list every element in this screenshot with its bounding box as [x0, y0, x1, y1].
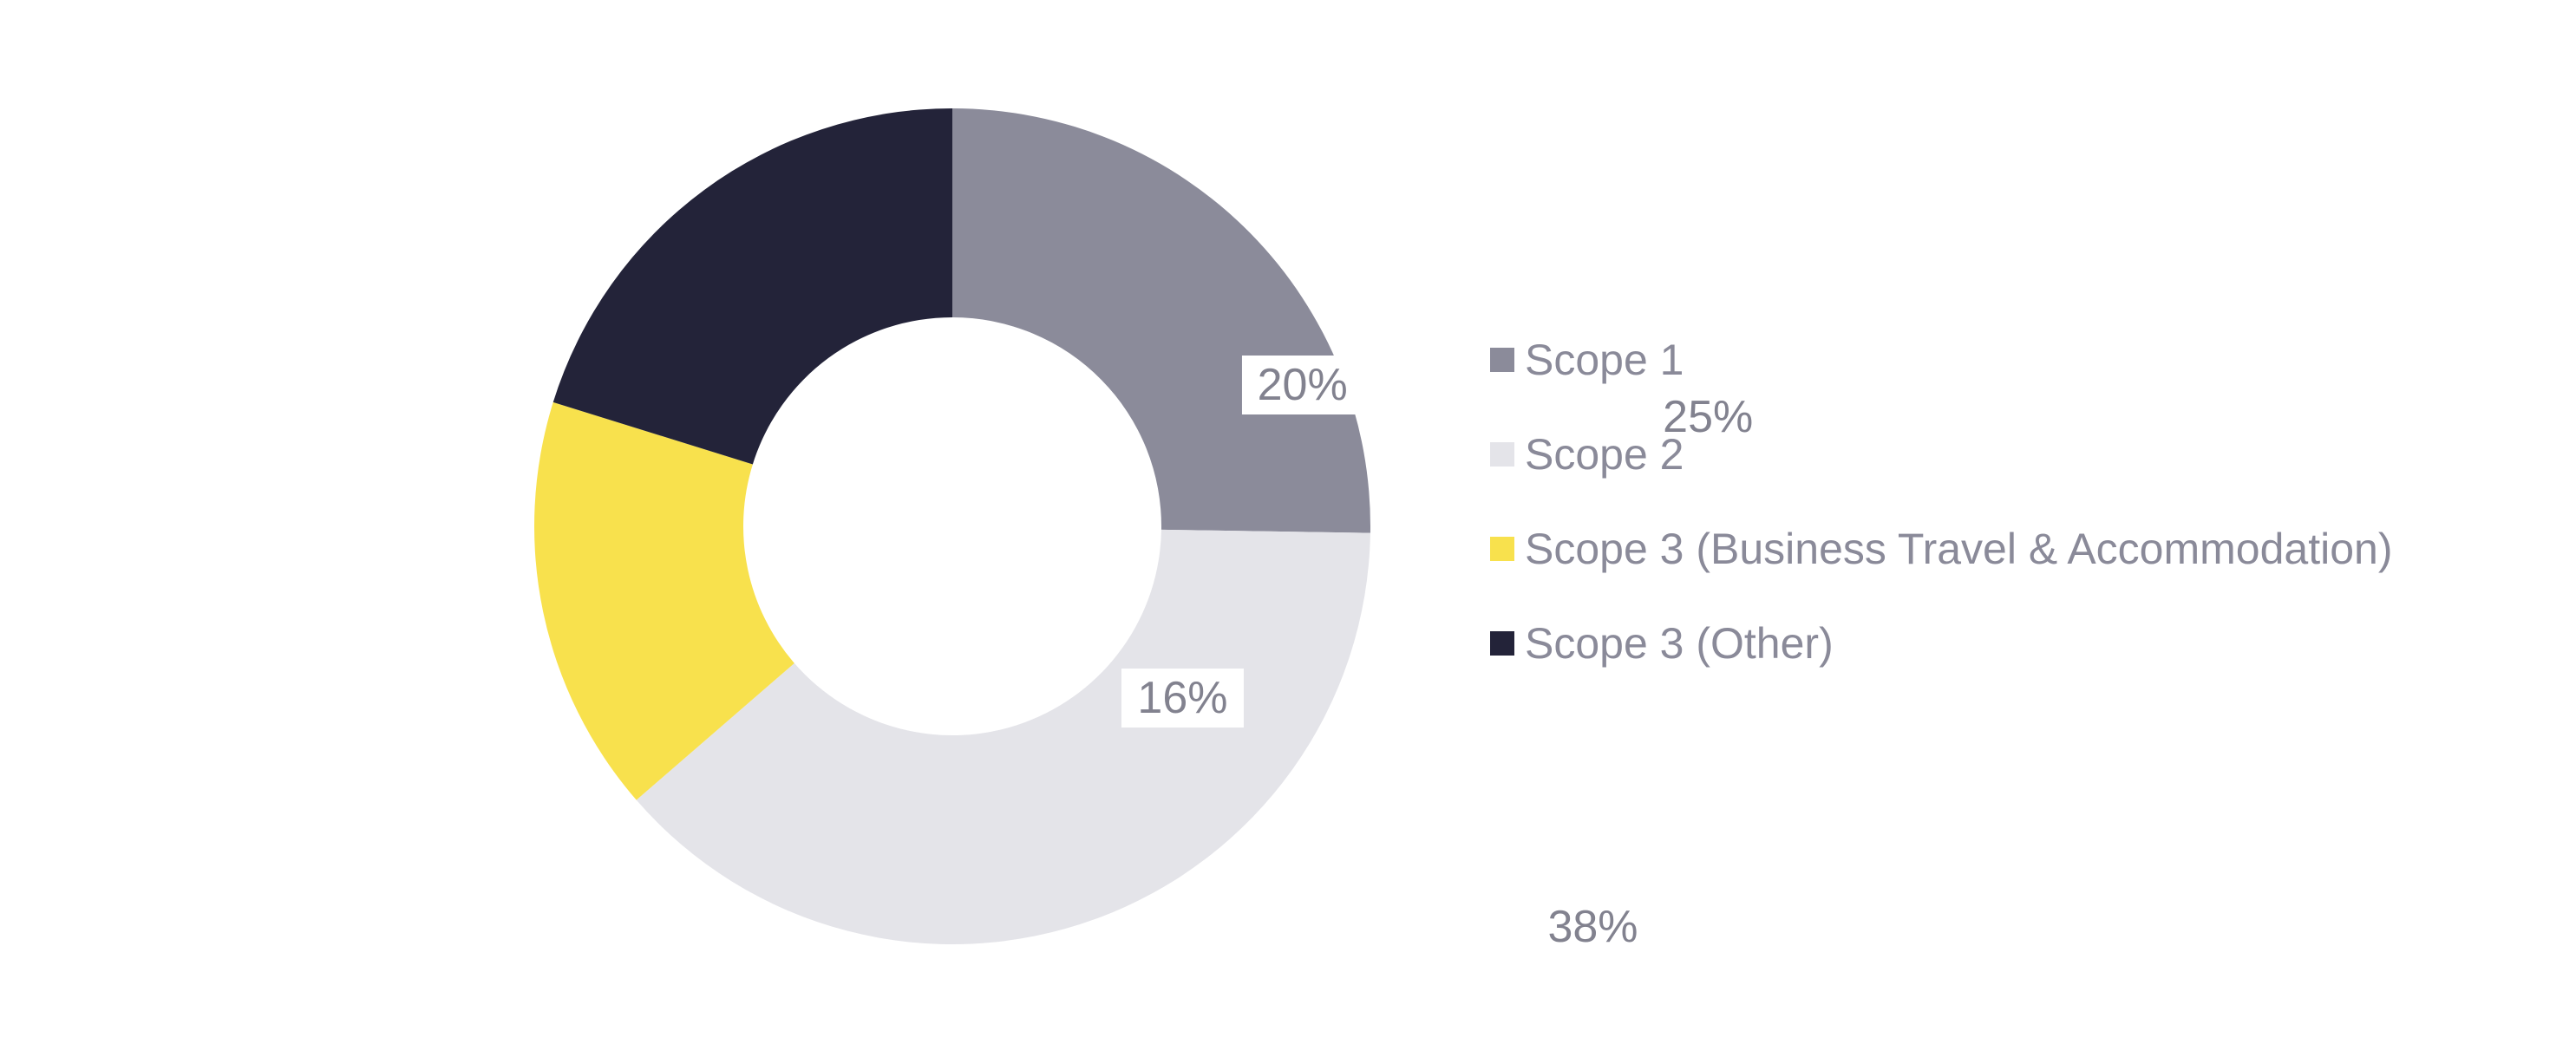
legend-item-label: Scope 1: [1525, 336, 1684, 384]
chart-legend: Scope 1 Scope 2 Scope 3 (Business Travel &…: [1490, 336, 2392, 668]
legend-item-label: Scope 2: [1525, 430, 1684, 479]
donut-data-label: 25%: [1647, 387, 1769, 447]
donut-slice-1[interactable]: [952, 108, 1370, 533]
legend-item-1[interactable]: Scope 1: [1490, 336, 2392, 384]
donut-data-label: 38%: [1532, 897, 1654, 956]
legend-swatch-icon: [1490, 631, 1514, 656]
donut-chart: 25% 38% 16% 20%: [534, 108, 1769, 956]
legend-item-label: Scope 3 (Business Travel & Accommodation…: [1525, 525, 2393, 573]
legend-item-2[interactable]: Scope 2: [1490, 430, 2392, 479]
legend-swatch-icon: [1490, 537, 1514, 561]
donut-data-label: 20%: [1241, 355, 1363, 414]
legend-item-4[interactable]: Scope 3 (Other): [1490, 619, 2392, 668]
donut-slice-4[interactable]: [552, 108, 952, 465]
legend-swatch-icon: [1490, 442, 1514, 467]
donut-data-label: 16%: [1121, 669, 1244, 728]
legend-item-3[interactable]: Scope 3 (Business Travel & Accommodation…: [1490, 525, 2392, 573]
legend-item-label: Scope 3 (Other): [1525, 619, 1834, 668]
donut-slice-3[interactable]: [534, 401, 794, 800]
donut-slice-2[interactable]: [636, 529, 1370, 944]
legend-swatch-icon: [1490, 348, 1514, 372]
donut-chart-svg: [534, 108, 1370, 944]
